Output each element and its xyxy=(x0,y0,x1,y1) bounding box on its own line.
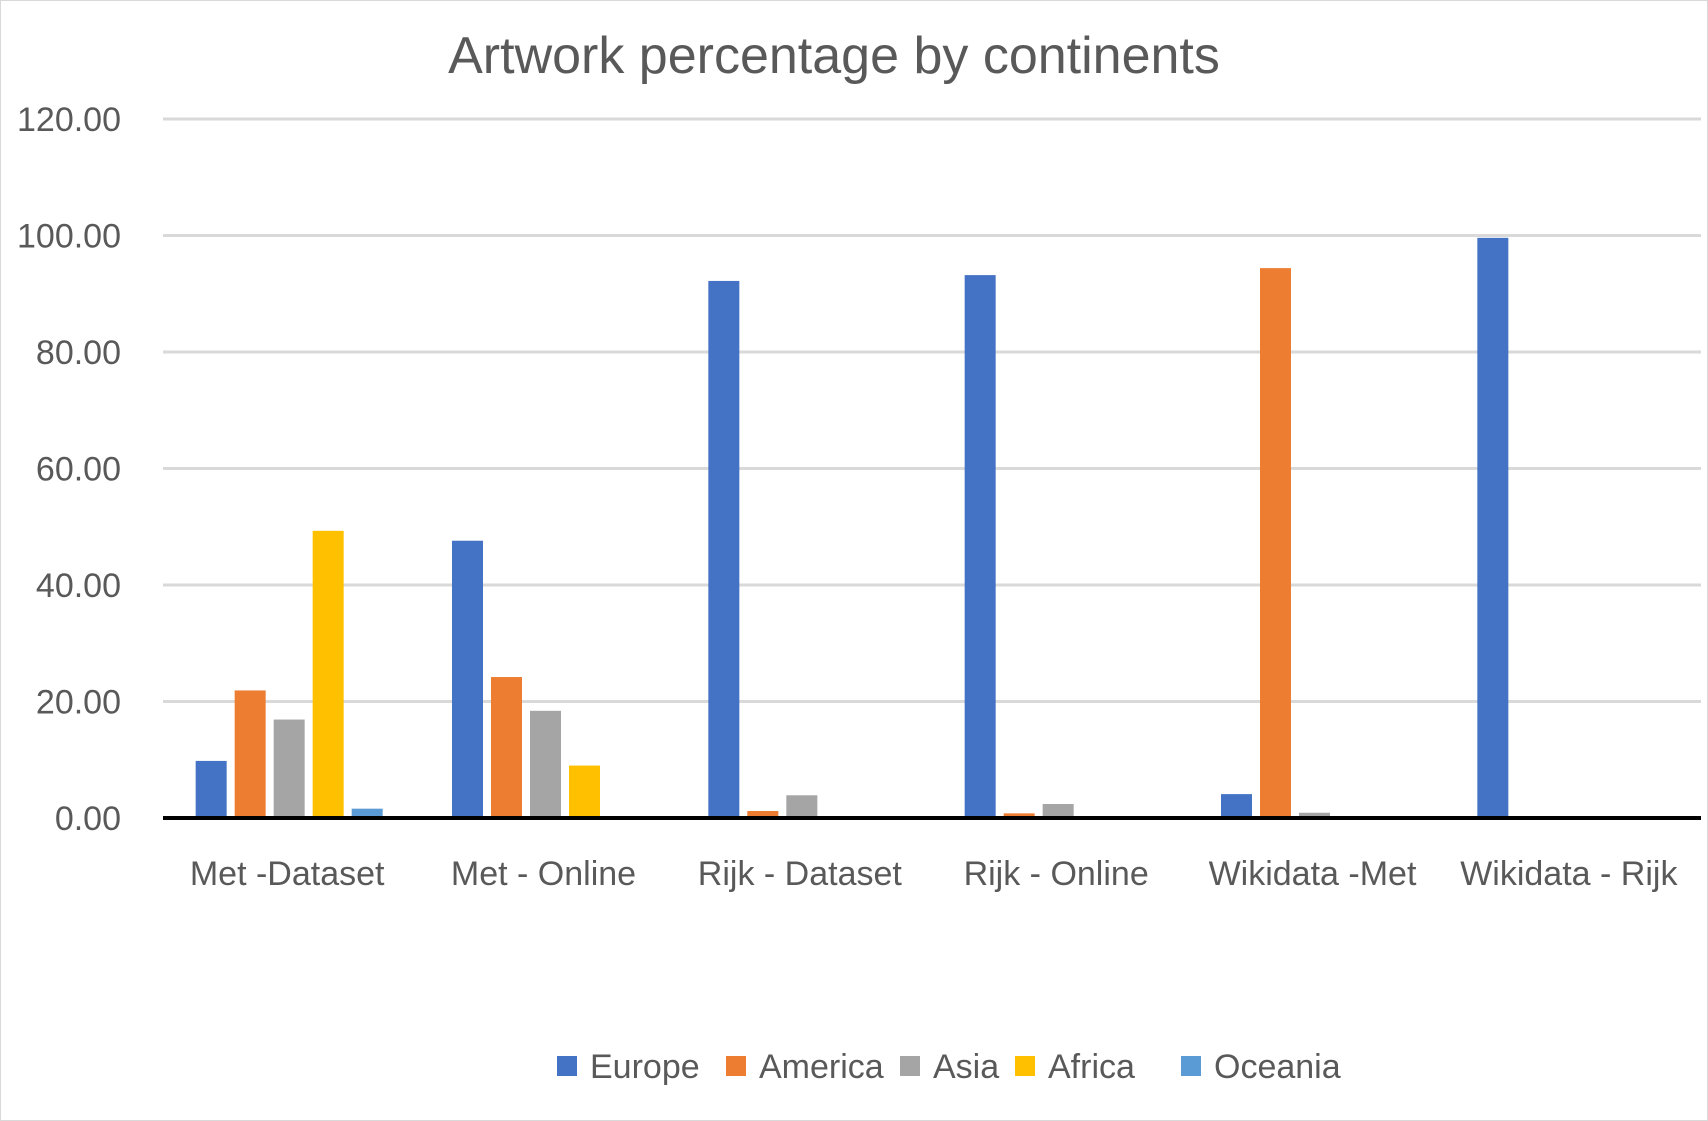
x-category-label: Met -Dataset xyxy=(190,855,385,893)
y-tick-label: 20.00 xyxy=(36,684,121,722)
bar-africa xyxy=(569,765,600,818)
bar-america xyxy=(1003,813,1035,818)
x-category-label: Wikidata - Rijk xyxy=(1460,855,1678,893)
bar-america xyxy=(1260,268,1291,818)
bar-europe xyxy=(1477,237,1509,818)
bar-america xyxy=(234,690,266,818)
y-tick-label: 60.00 xyxy=(36,451,121,489)
grid-layer xyxy=(163,117,1701,703)
x-category-label: Rijk - Online xyxy=(964,855,1149,893)
y-tick-label: 80.00 xyxy=(36,334,121,372)
legend-swatch-america xyxy=(726,1056,746,1076)
bar-asia xyxy=(530,710,561,818)
y-tick-label: 120.00 xyxy=(17,101,121,139)
bar-oceania xyxy=(351,808,383,818)
bar-asia xyxy=(1299,812,1330,818)
bar-asia xyxy=(1042,804,1074,818)
bar-europe xyxy=(452,540,483,818)
legend: Europe America Asia Africa Oceania xyxy=(557,1048,1341,1086)
bars-layer xyxy=(195,237,1509,818)
bar-europe xyxy=(708,280,740,818)
legend-swatch-oceania xyxy=(1181,1056,1201,1076)
legend-label-america: America xyxy=(759,1048,884,1086)
y-tick-label: 0.00 xyxy=(55,800,121,838)
legend-label-africa: Africa xyxy=(1048,1048,1135,1086)
y-axis-ticks: 0.00 20.00 40.00 60.00 80.00 100.00 120.00 xyxy=(17,101,121,838)
bar-america xyxy=(747,811,779,818)
legend-label-asia: Asia xyxy=(933,1048,999,1086)
legend-label-oceania: Oceania xyxy=(1214,1048,1341,1086)
y-tick-label: 100.00 xyxy=(17,218,121,256)
y-tick-label: 40.00 xyxy=(36,567,121,605)
chart-title: Artwork percentage by continents xyxy=(448,27,1220,85)
bar-america xyxy=(491,677,522,818)
x-category-label: Wikidata -Met xyxy=(1209,855,1417,893)
x-category-label: Met - Online xyxy=(451,855,636,893)
bar-europe xyxy=(964,275,996,818)
x-category-label: Rijk - Dataset xyxy=(698,855,903,893)
bar-asia xyxy=(786,795,818,818)
bar-asia xyxy=(273,719,305,818)
legend-swatch-asia xyxy=(900,1056,920,1076)
bar-europe xyxy=(195,760,227,818)
legend-swatch-africa xyxy=(1015,1056,1035,1076)
bar-europe xyxy=(1221,794,1252,818)
bar-africa xyxy=(312,530,344,818)
x-axis-categories: Met -Dataset Met - Online Rijk - Dataset Ri… xyxy=(190,855,1679,893)
legend-swatch-europe xyxy=(557,1056,577,1076)
legend-label-europe: Europe xyxy=(590,1048,700,1086)
